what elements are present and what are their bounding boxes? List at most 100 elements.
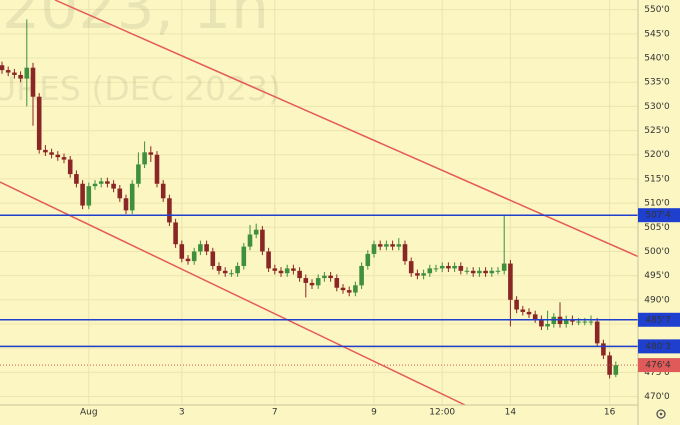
candle-body — [67, 159, 73, 175]
candle-body — [61, 157, 67, 160]
candle-body — [613, 365, 619, 375]
y-tick-label: 520'0 — [644, 150, 670, 160]
trend-line — [54, 0, 639, 258]
candle-body — [30, 67, 36, 97]
candle-body — [74, 174, 79, 184]
candle-body — [142, 152, 147, 165]
candle-body — [439, 265, 445, 269]
watermark: 2023, 1h — [2, 0, 269, 43]
candle-body — [216, 265, 222, 271]
candle-body — [92, 183, 98, 187]
candle-body — [291, 268, 296, 271]
candle-body — [582, 321, 588, 323]
candle-body — [384, 244, 389, 247]
candle-body — [105, 181, 110, 184]
candle-body — [446, 265, 451, 269]
candle-body — [563, 319, 569, 324]
candle-body — [365, 253, 371, 266]
last-price-label: 476'4 — [645, 361, 671, 371]
candle-body — [111, 183, 116, 189]
level-label: 507'4 — [645, 211, 671, 221]
y-tick-label: 530'0 — [644, 102, 670, 112]
trend-line — [0, 181, 466, 406]
candle-body — [229, 273, 234, 275]
y-tick-label: 535'0 — [644, 78, 670, 88]
last-price-box — [638, 358, 680, 373]
candle-body — [427, 268, 433, 274]
candle-body — [477, 270, 482, 274]
settings-button[interactable] — [656, 409, 666, 419]
x-tick-label: 12:00 — [429, 408, 455, 418]
candle-body — [588, 321, 594, 323]
candle-body — [210, 251, 216, 266]
candle-body — [117, 188, 123, 199]
settings-icon[interactable] — [656, 409, 666, 419]
candle-body — [353, 285, 358, 293]
y-tick-label: 495'0 — [644, 271, 670, 281]
candle-body — [601, 343, 606, 356]
candle-body — [235, 265, 240, 274]
candle-body — [458, 265, 464, 271]
candle-body — [136, 164, 141, 184]
candle-body — [86, 186, 92, 206]
y-tick-label: 540'0 — [644, 54, 670, 64]
candle-body — [241, 246, 247, 266]
y-tick-label: 490'0 — [644, 295, 670, 305]
candle-body — [278, 270, 284, 274]
candle-body — [160, 183, 166, 199]
candle-body — [495, 270, 501, 272]
watermark: URES (DEC 2023) — [0, 69, 281, 108]
candle-body — [340, 287, 346, 291]
x-tick-label: 14 — [505, 408, 517, 418]
candle-body — [514, 299, 519, 310]
x-tick-label: 7 — [272, 408, 278, 418]
candle-body — [545, 324, 550, 327]
candle-body — [402, 244, 408, 262]
candle-body — [18, 74, 23, 79]
y-tick-label: 475'0 — [644, 368, 670, 378]
candle-body — [253, 229, 259, 235]
candle-body — [179, 244, 185, 259]
candle-body — [421, 273, 426, 276]
candle-body — [204, 244, 209, 252]
candle-body — [167, 198, 172, 223]
candle-body — [191, 251, 197, 262]
x-tick-label: 16 — [604, 408, 616, 418]
candle-body — [185, 258, 191, 262]
candle-body — [464, 270, 470, 272]
candle-body — [80, 183, 85, 206]
level-label-box — [638, 339, 680, 354]
candle-body — [272, 268, 278, 271]
candle-body — [390, 244, 395, 247]
level-label: 485'7 — [645, 315, 670, 325]
candle-body — [247, 234, 253, 247]
candle-body — [433, 268, 439, 270]
candle-body — [576, 321, 581, 323]
candle-body — [297, 270, 302, 279]
candle-body — [346, 290, 352, 293]
candle-body — [148, 152, 154, 155]
y-tick-label: 470'0 — [644, 392, 670, 402]
candle-body — [260, 229, 265, 252]
candle-body — [359, 265, 364, 286]
candle-body — [154, 154, 160, 184]
candle-body — [222, 270, 228, 274]
candle-body — [508, 263, 513, 300]
candle-body — [129, 183, 135, 211]
candle-body — [501, 263, 507, 271]
candle-body — [377, 244, 383, 247]
candle-body — [24, 67, 30, 79]
candle-body — [36, 96, 42, 150]
candle-body — [520, 309, 526, 312]
candle-body — [303, 278, 309, 283]
level-label: 480'3 — [645, 342, 670, 352]
y-tick-label: 515'0 — [644, 174, 670, 184]
candle-body — [396, 244, 402, 247]
candle-body — [266, 251, 271, 269]
candle-body — [594, 321, 600, 344]
candle-body — [284, 268, 290, 274]
candle-body — [315, 278, 321, 286]
plot — [0, 19, 638, 379]
